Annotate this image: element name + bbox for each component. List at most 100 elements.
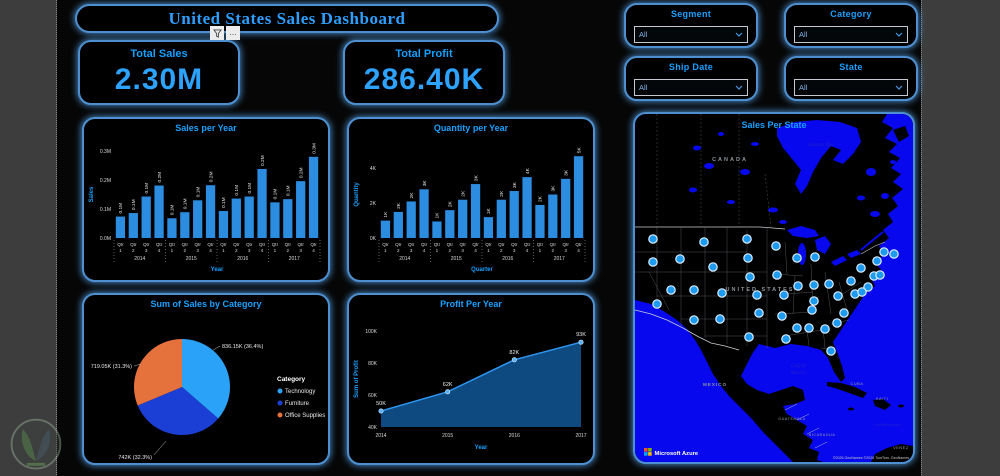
state-bubble[interactable]: [872, 256, 882, 266]
state-bubble[interactable]: [742, 234, 752, 244]
bar[interactable]: [509, 191, 519, 238]
state-bubble[interactable]: [875, 270, 885, 280]
bar[interactable]: [244, 196, 254, 238]
legend-swatch[interactable]: [277, 412, 283, 418]
quantity-per-year-chart[interactable]: Quantity per Year 0K 2K 4K 1K Qtr 1 2K Qtr 2 2K Qt…: [347, 117, 595, 282]
state-bubble[interactable]: [771, 241, 781, 251]
ship-date-dropdown[interactable]: All: [634, 79, 748, 96]
state-bubble[interactable]: [648, 257, 658, 267]
bar[interactable]: [548, 194, 558, 239]
state-bubble[interactable]: [839, 308, 849, 318]
bar[interactable]: [167, 218, 177, 238]
segment-dropdown[interactable]: All: [634, 26, 748, 43]
state-bubble[interactable]: [652, 299, 662, 309]
pie-slice[interactable]: [137, 387, 219, 435]
state-bubble[interactable]: [846, 276, 856, 286]
state-bubble[interactable]: [781, 334, 791, 344]
state-bubble[interactable]: [708, 262, 718, 272]
state-bubble[interactable]: [744, 332, 754, 342]
bar[interactable]: [522, 177, 532, 238]
state-bubble[interactable]: [856, 263, 866, 273]
data-point[interactable]: [511, 357, 517, 363]
data-point[interactable]: [578, 339, 584, 345]
state-bubble[interactable]: [715, 314, 725, 324]
area-fill[interactable]: [381, 342, 581, 427]
pie-chart-canvas[interactable]: 836.15K (36.4%) 719.05K (31.3%) 742K (32.3…: [84, 309, 328, 461]
pie-slice[interactable]: [182, 339, 230, 419]
state-bubble[interactable]: [833, 291, 843, 301]
bar[interactable]: [445, 210, 455, 238]
total-profit-card[interactable]: Total Profit 286.40K: [343, 40, 505, 105]
state-bubble[interactable]: [752, 290, 762, 300]
bar[interactable]: [561, 178, 571, 238]
bar[interactable]: [432, 221, 442, 238]
state-bubble[interactable]: [772, 270, 782, 280]
state-bubble[interactable]: [779, 290, 789, 300]
bar[interactable]: [270, 202, 280, 238]
bar-chart-canvas[interactable]: 0.0M0.1M0.2M0.3M0.1MQtr10.1MQtr20.1MQtr3…: [84, 133, 328, 279]
sales-by-category-pie[interactable]: Sum of Sales by Category 836.15K (36.4%)…: [82, 293, 330, 465]
data-point[interactable]: [378, 408, 384, 414]
state-bubble[interactable]: [879, 247, 889, 257]
state-bubble[interactable]: [717, 288, 727, 298]
state-bubble[interactable]: [675, 254, 685, 264]
pie-slice[interactable]: [134, 339, 182, 406]
bar[interactable]: [180, 212, 190, 238]
bar[interactable]: [535, 204, 545, 238]
state-bubble[interactable]: [743, 253, 753, 263]
state-bubble[interactable]: [809, 296, 819, 306]
state-bubble[interactable]: [689, 315, 699, 325]
bar[interactable]: [128, 213, 138, 238]
state-bubble[interactable]: [889, 249, 899, 259]
data-point[interactable]: [445, 389, 451, 395]
area-chart-canvas[interactable]: 40K 60K 80K 100K 50K 2014 62K 2015 82K 2016 93K 201…: [349, 309, 593, 463]
state-bubble[interactable]: [648, 234, 658, 244]
more-options-button[interactable]: …: [226, 26, 240, 40]
bar[interactable]: [296, 181, 306, 238]
state-bubble[interactable]: [689, 285, 699, 295]
state-bubble[interactable]: [832, 318, 842, 328]
profit-per-year-chart[interactable]: Profit Per Year 40K 60K 80K 100K 50K 2014 62K 2…: [347, 293, 595, 465]
sales-per-year-chart[interactable]: Sales per Year 0.0M 0.1M 0.2M 0.3M 0.1M Qtr 1 0…: [82, 117, 330, 282]
bar[interactable]: [458, 199, 468, 238]
state-bubble[interactable]: [777, 311, 787, 321]
legend-swatch[interactable]: [277, 388, 283, 394]
category-dropdown[interactable]: All: [794, 26, 908, 43]
filter-icon[interactable]: [210, 26, 224, 40]
bar[interactable]: [393, 211, 403, 238]
state-bubble[interactable]: [826, 346, 836, 356]
state-bubble[interactable]: [745, 272, 755, 282]
state-bubble[interactable]: [792, 323, 802, 333]
state-bubble[interactable]: [754, 308, 764, 318]
bar[interactable]: [257, 168, 267, 238]
bar[interactable]: [406, 201, 416, 238]
state-bubble[interactable]: [810, 252, 820, 262]
bar[interactable]: [380, 220, 391, 238]
state-bubble[interactable]: [809, 280, 819, 290]
legend-swatch[interactable]: [277, 400, 283, 406]
state-bubble[interactable]: [804, 323, 814, 333]
state-dropdown[interactable]: All: [794, 79, 908, 96]
state-bubble[interactable]: [863, 282, 873, 292]
bar[interactable]: [308, 156, 319, 238]
bar-chart-canvas[interactable]: 0K2K4K1KQtr12KQtr22KQtr33KQtr41KQtr12KQt…: [349, 133, 593, 279]
state-bubble[interactable]: [824, 279, 834, 289]
bar[interactable]: [231, 198, 241, 238]
state-bubble[interactable]: [792, 253, 802, 263]
bar[interactable]: [141, 196, 151, 238]
state-bubble[interactable]: [793, 281, 803, 291]
state-bubble[interactable]: [820, 324, 830, 334]
state-bubble[interactable]: [857, 287, 867, 297]
bar[interactable]: [193, 200, 203, 238]
state-bubble[interactable]: [699, 237, 709, 247]
map-canvas[interactable]: CANADA UNITED STATES MEXICO Hudson Bay Gulf …: [635, 114, 913, 462]
sales-per-state-map[interactable]: Sales Per State: [633, 112, 915, 464]
bar[interactable]: [496, 199, 506, 238]
bar[interactable]: [115, 216, 126, 238]
state-bubble[interactable]: [666, 285, 676, 295]
bar[interactable]: [154, 185, 164, 238]
bar[interactable]: [470, 184, 481, 238]
bar[interactable]: [283, 199, 293, 238]
bar[interactable]: [419, 189, 429, 238]
total-sales-card[interactable]: Total Sales 2.30M: [78, 40, 240, 105]
